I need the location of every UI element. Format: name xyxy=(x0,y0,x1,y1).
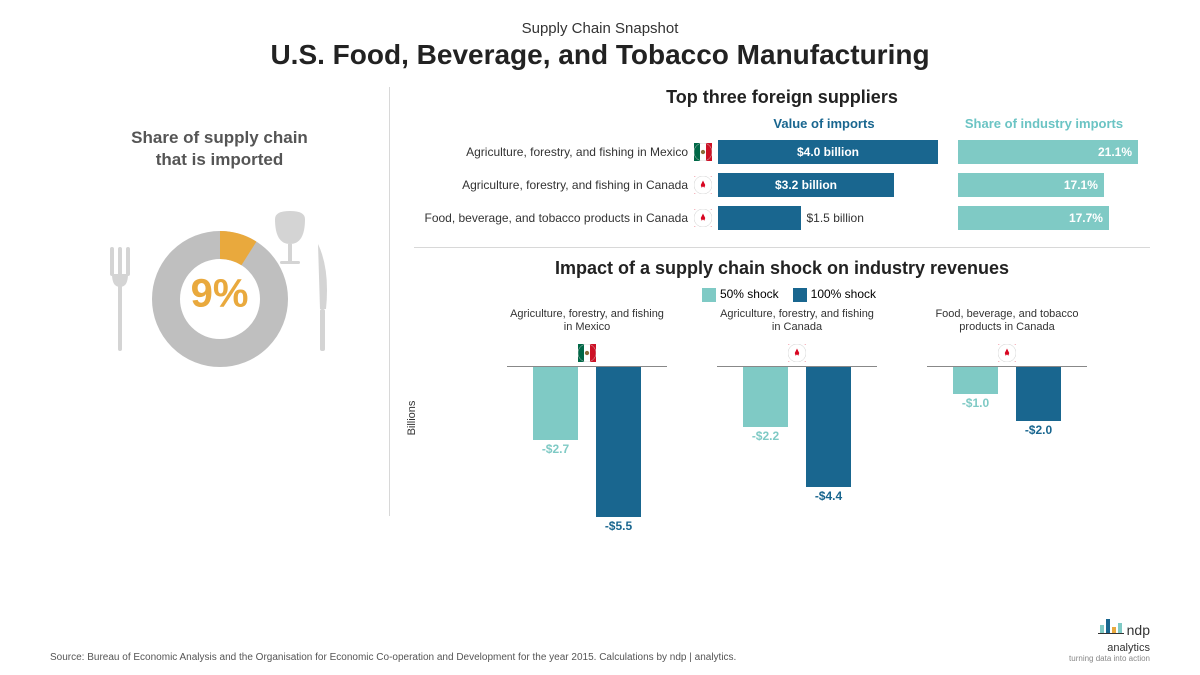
canada-flag-icon xyxy=(998,344,1016,362)
shock-section: Impact of a supply chain shock on indust… xyxy=(414,258,1150,516)
shock-group: Food, beverage, and tobacco products in … xyxy=(927,308,1087,516)
suppliers-headers: Value of imports Share of industry impor… xyxy=(414,116,1150,131)
supplier-row: Food, beverage, and tobacco products in … xyxy=(414,203,1150,233)
shock-legend: 50% shock 100% shock xyxy=(414,287,1150,302)
y-axis-label: Billions xyxy=(406,400,418,435)
footer: Source: Bureau of Economic Analysis and … xyxy=(50,617,1150,663)
header-subtitle: Supply Chain Snapshot xyxy=(0,20,1200,37)
logo-icon xyxy=(1098,617,1124,635)
shock-bars: -$2.2 -$4.4 xyxy=(717,366,877,516)
suppliers-section: Top three foreign suppliers Value of imp… xyxy=(414,87,1150,233)
logo: ndp analytics turning data into action xyxy=(1069,617,1150,663)
supplier-label: Agriculture, forestry, and fishing in Ca… xyxy=(414,178,694,192)
canada-flag-icon xyxy=(694,209,712,227)
right-panel: Top three foreign suppliers Value of imp… xyxy=(390,87,1150,516)
share-bar: 21.1% xyxy=(958,140,1138,164)
shock-bars: -$1.0 -$2.0 xyxy=(927,366,1087,516)
shock-bar-100: -$4.4 xyxy=(806,367,851,487)
shock-group: Agriculture, forestry, and fishing in Ca… xyxy=(717,308,877,516)
logo-tagline: turning data into action xyxy=(1069,654,1150,663)
shock-group-label: Agriculture, forestry, and fishing in Ca… xyxy=(717,308,877,342)
value-bar: $3.2 billion xyxy=(718,173,938,197)
shock-chart: Billions Agriculture, forestry, and fish… xyxy=(414,308,1150,516)
value-bar: $1.5 billion xyxy=(718,206,938,230)
shock-bars: -$2.7 -$5.5 xyxy=(507,366,667,516)
shock-group-label: Agriculture, forestry, and fishing in Me… xyxy=(507,308,667,342)
shock-bar-50: -$2.2 xyxy=(743,367,788,427)
shock-group-label: Food, beverage, and tobacco products in … xyxy=(927,308,1087,342)
shock-bar-50: -$2.7 xyxy=(533,367,578,441)
legend-label: 100% shock xyxy=(811,287,876,301)
shock-group: Agriculture, forestry, and fishing in Me… xyxy=(507,308,667,516)
source-text: Source: Bureau of Economic Analysis and … xyxy=(50,652,736,663)
legend-swatch xyxy=(702,288,716,302)
left-title-l2: that is imported xyxy=(156,150,284,169)
header-value: Value of imports xyxy=(714,116,934,131)
legend-label: 50% shock xyxy=(720,287,779,301)
left-title-l1: Share of supply chain xyxy=(131,128,308,147)
suppliers-title: Top three foreign suppliers xyxy=(414,87,1150,108)
left-panel: Share of supply chain that is imported 9… xyxy=(50,87,390,516)
logo-sub: analytics xyxy=(1107,642,1150,654)
legend-swatch xyxy=(793,288,807,302)
shock-bar-50: -$1.0 xyxy=(953,367,998,394)
donut-chart: 9% xyxy=(80,189,360,399)
header: Supply Chain Snapshot U.S. Food, Beverag… xyxy=(0,0,1200,71)
section-divider xyxy=(414,247,1150,248)
donut-value: 9% xyxy=(191,272,249,317)
share-bar: 17.1% xyxy=(958,173,1138,197)
shock-bar-100: -$5.5 xyxy=(596,367,641,517)
supplier-label: Food, beverage, and tobacco products in … xyxy=(414,211,694,225)
canada-flag-icon xyxy=(788,344,806,362)
shock-title: Impact of a supply chain shock on indust… xyxy=(414,258,1150,279)
canada-flag-icon xyxy=(694,176,712,194)
value-bar: $4.0 billion xyxy=(718,140,938,164)
mexico-flag-icon xyxy=(578,344,596,362)
logo-main: ndp xyxy=(1127,622,1150,638)
supplier-row: Agriculture, forestry, and fishing in Ca… xyxy=(414,170,1150,200)
supplier-row: Agriculture, forestry, and fishing in Me… xyxy=(414,137,1150,167)
left-title: Share of supply chain that is imported xyxy=(50,127,389,171)
share-bar: 17.7% xyxy=(958,206,1138,230)
mexico-flag-icon xyxy=(694,143,712,161)
supplier-label: Agriculture, forestry, and fishing in Me… xyxy=(414,145,694,159)
shock-bar-100: -$2.0 xyxy=(1016,367,1061,422)
header-title: U.S. Food, Beverage, and Tobacco Manufac… xyxy=(0,39,1200,71)
header-share: Share of industry imports xyxy=(954,116,1134,131)
